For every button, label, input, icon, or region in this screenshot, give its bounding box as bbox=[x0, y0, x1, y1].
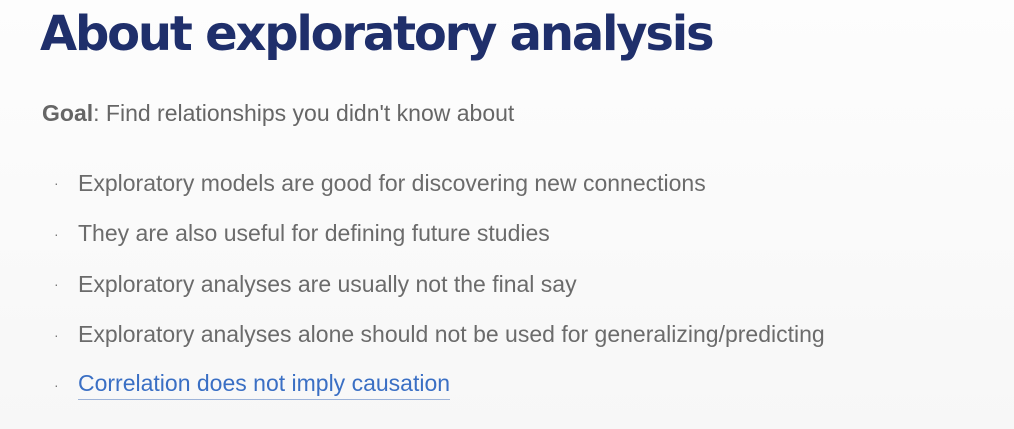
slide-title: About exploratory analysis bbox=[40, 6, 715, 62]
goal-text: : Find relationships you didn't know abo… bbox=[93, 100, 515, 126]
bullet-marker: · bbox=[54, 276, 59, 293]
goal-line: Goal: Find relationships you didn't know… bbox=[42, 100, 514, 127]
correlation-causation-link[interactable]: Correlation does not imply causation bbox=[78, 370, 451, 401]
bullet-item: · They are also useful for defining futu… bbox=[42, 209, 825, 260]
bullet-marker: · bbox=[54, 326, 59, 343]
bullet-item: · Correlation does not imply causation bbox=[42, 360, 825, 411]
bullet-text: Exploratory analyses are usually not the… bbox=[78, 270, 577, 297]
bullet-item: · Exploratory analyses are usually not t… bbox=[42, 259, 825, 310]
bullet-text: Exploratory analyses alone should not be… bbox=[78, 321, 825, 348]
bullet-item: · Exploratory models are good for discov… bbox=[42, 158, 825, 209]
bullet-item: · Exploratory analyses alone should not … bbox=[42, 310, 825, 361]
bullet-text: Exploratory models are good for discover… bbox=[78, 169, 706, 196]
bullet-marker: · bbox=[54, 377, 59, 394]
bullet-marker: · bbox=[54, 175, 59, 192]
bullet-list: · Exploratory models are good for discov… bbox=[42, 158, 825, 411]
bullet-marker: · bbox=[54, 225, 59, 242]
goal-label: Goal bbox=[42, 100, 94, 126]
bullet-text: They are also useful for defining future… bbox=[78, 220, 550, 247]
